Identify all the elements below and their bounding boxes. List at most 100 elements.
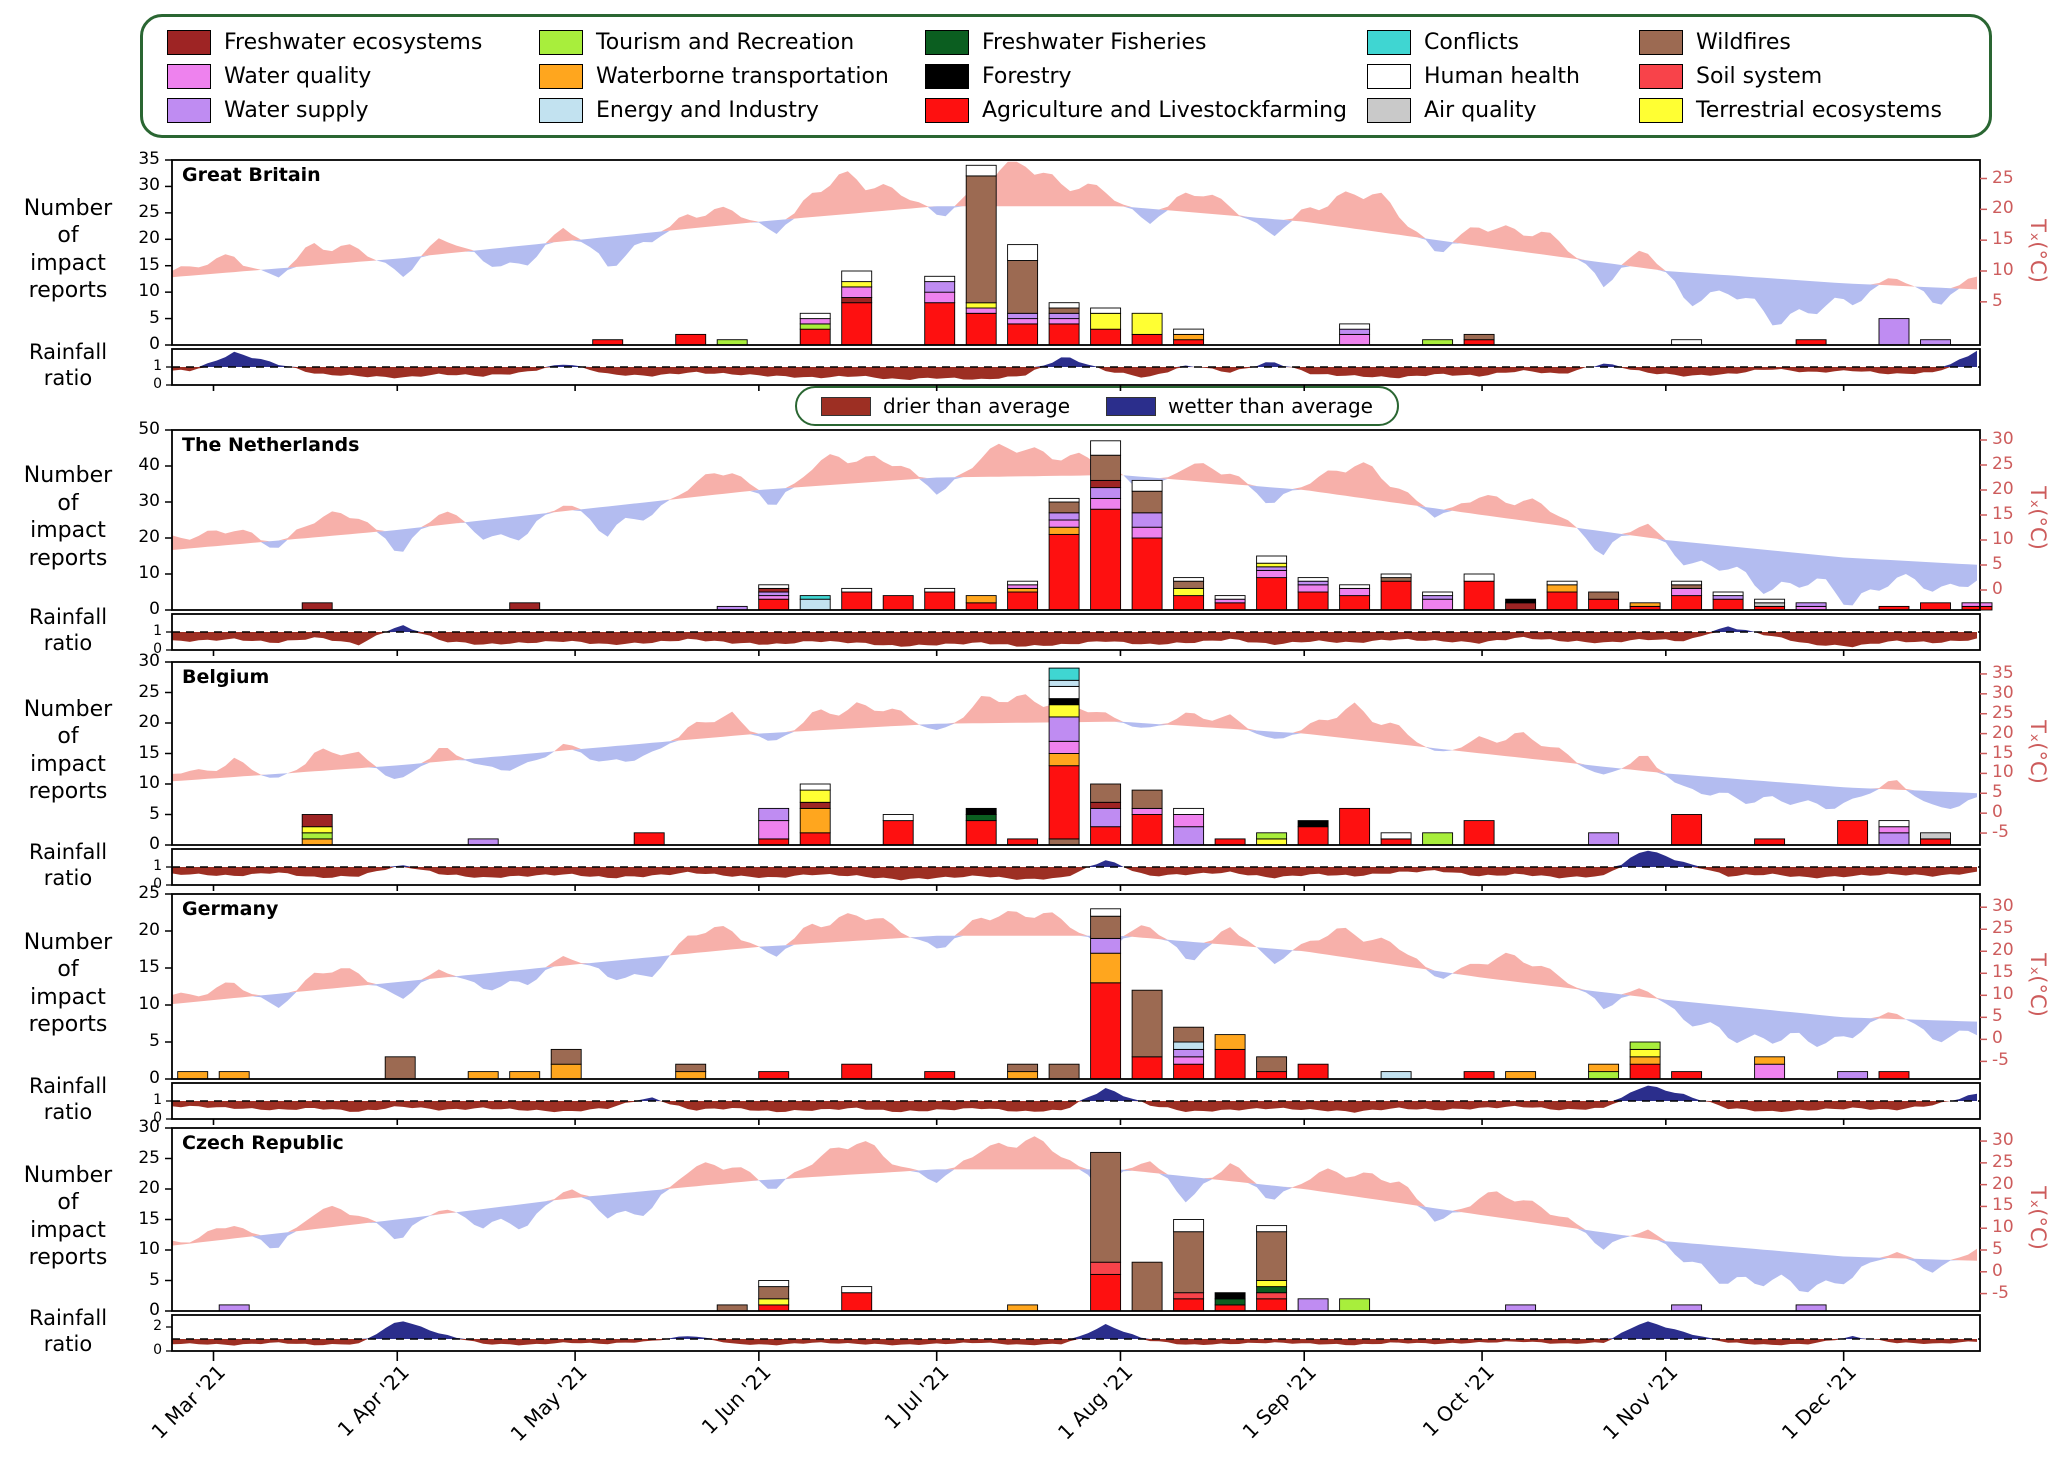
right-axis-title: Tₓ(°C) [2026, 218, 2050, 283]
impact-bar-segment-ag [1671, 1071, 1703, 1080]
y-tick-label: 5 [149, 803, 160, 824]
impact-bar-segment-hh [1131, 479, 1163, 492]
left-axis-title: Number of impact reports [6, 696, 130, 806]
impact-bar-segment-ag [924, 1071, 956, 1080]
y-tick-label: 30 [138, 651, 160, 671]
temp-tick-label: 15 [1992, 504, 2014, 524]
impact-bar-segment-hh [1173, 577, 1205, 582]
rain-axis-title-line: Rainfall [28, 605, 108, 629]
left-axis-title-line: of [57, 1190, 79, 1215]
impact-bar-segment-wt [1007, 1071, 1039, 1080]
impact-bar-segment-wf [1090, 915, 1122, 939]
impact-bar-segment-wf [1671, 584, 1703, 589]
impact-bar-segment-ag [882, 595, 914, 611]
impact-bar-segment-wq [1131, 807, 1163, 815]
impact-bar-segment-ws [1090, 807, 1122, 828]
legend-swatch-aq [1367, 97, 1411, 123]
impact-bar-segment-ws [1007, 312, 1039, 320]
country-label: Germany [182, 898, 279, 920]
impact-bar-segment-wf [1131, 490, 1163, 514]
impact-bar-segment-fe [1090, 801, 1122, 809]
impact-bar-segment-hh [1380, 573, 1412, 579]
temp-tick-label: 15 [1992, 1195, 2014, 1216]
impact-bar-segment-wt [177, 1071, 209, 1080]
rain-tick-label: 0 [153, 876, 162, 892]
left-axis-title-line: reports [28, 1245, 108, 1270]
impact-bar-segment-hh [1256, 1225, 1288, 1233]
impact-bar-segment-wf [1173, 580, 1205, 589]
temp-tick-label: 30 [1992, 429, 2014, 449]
impact-bar-segment-ws [1297, 580, 1329, 586]
impact-bar-segment-ag [1380, 580, 1412, 611]
impact-bar-segment-fe [301, 602, 333, 611]
impact-bar-segment-ws [758, 807, 790, 822]
y-tick-label: 15 [138, 957, 160, 977]
impact-bar-segment-te [1256, 838, 1288, 846]
rain-axis-title-line: ratio [43, 631, 93, 656]
impact-bar-segment-wf [1588, 591, 1620, 600]
impact-bar-segment-wt [218, 1071, 250, 1080]
impact-bar-segment-wf [1173, 1231, 1205, 1294]
impact-bar-segment-wq [1090, 497, 1122, 510]
impact-bar-segment-ws [1090, 487, 1122, 499]
impact-bar-segment-ws [1795, 1304, 1827, 1312]
impact-bar-segment-hh [758, 1280, 790, 1288]
impact-bar-segment-tr [799, 323, 831, 330]
rain-tick-label: 0 [153, 1342, 162, 1358]
impact-bar-segment-wt [1007, 587, 1039, 593]
impact-bar-segment-hh [1173, 807, 1205, 815]
legend-label: Water quality [224, 63, 372, 89]
rainfall-legend: drier than average wetter than average [795, 386, 1399, 426]
impact-bar-segment-wq [1173, 1056, 1205, 1065]
impact-bar-segment-ag [1214, 602, 1246, 611]
impact-bar-segment-hh [1339, 323, 1371, 330]
left-axis-title-line: Number [23, 1162, 113, 1188]
impact-bar-segment-wt [675, 1071, 707, 1080]
impact-bar-segment-wf [1048, 838, 1080, 846]
impact-bar-segment-ag [841, 591, 873, 611]
rain-dry-area [172, 1101, 1977, 1113]
legend-label: Soil system [1696, 63, 1823, 89]
impact-bar-segment-fo [1297, 820, 1329, 828]
impact-bar-segment-wf [1090, 1151, 1122, 1263]
impact-bar-segment-wq [758, 595, 790, 600]
impact-bar-segment-ws [1256, 566, 1288, 571]
impact-bar-segment-ag [1920, 602, 1951, 611]
left-axis-title: Number of impact reports [6, 1162, 130, 1272]
impact-bar-segment-ws [1712, 595, 1744, 600]
impact-bar-segment-wt [509, 1071, 541, 1080]
impact-bar-segment-wt [1007, 1304, 1039, 1312]
impact-bar-segment-wq [1422, 598, 1454, 611]
impact-bar-segment-ws [924, 281, 956, 293]
impact-bar-segment-fo [1214, 1292, 1246, 1300]
legend-item: Wildfires [1639, 29, 1989, 55]
y-tick-label: 0 [149, 334, 160, 354]
impact-bar-segment-ws [1173, 1048, 1205, 1058]
impact-bar-segment-ag [758, 838, 790, 846]
impact-bar-segment-fo [1505, 598, 1537, 604]
legend-label: Tourism and Recreation [596, 29, 855, 55]
impact-bar-segment-ws [1878, 832, 1910, 846]
rain-axis-title-line: ratio [43, 1332, 93, 1357]
rain-axis-title: Rainfall ratio [6, 839, 130, 892]
impact-bar-segment-hh [799, 312, 831, 320]
rain-axis-title: Rainfall ratio [6, 1305, 130, 1358]
legend-item: Water supply [167, 97, 539, 123]
rain-frame [171, 1314, 1981, 1352]
rain-wet-area [172, 625, 1977, 632]
plot-frame [171, 429, 1981, 611]
rain-axis-title-line: ratio [43, 1100, 93, 1125]
temp-tick-label: 30 [1992, 896, 2014, 917]
impact-bar-segment-ag [1463, 580, 1495, 611]
impact-bar-segment-hh [1463, 573, 1495, 582]
impact-bar-segment-ws [1048, 716, 1080, 742]
impact-bar-segment-ws [1795, 602, 1827, 607]
legend-item: Energy and Industry [539, 97, 925, 123]
legend-item: Agriculture and Livestockfarming [925, 97, 1367, 123]
impact-bar-segment-ws [1505, 1304, 1537, 1312]
legend-label: Water supply [224, 97, 369, 123]
left-axis-title-line: of [57, 957, 79, 982]
panel-2 [165, 661, 1987, 891]
impact-bar-segment-hh [924, 587, 956, 593]
